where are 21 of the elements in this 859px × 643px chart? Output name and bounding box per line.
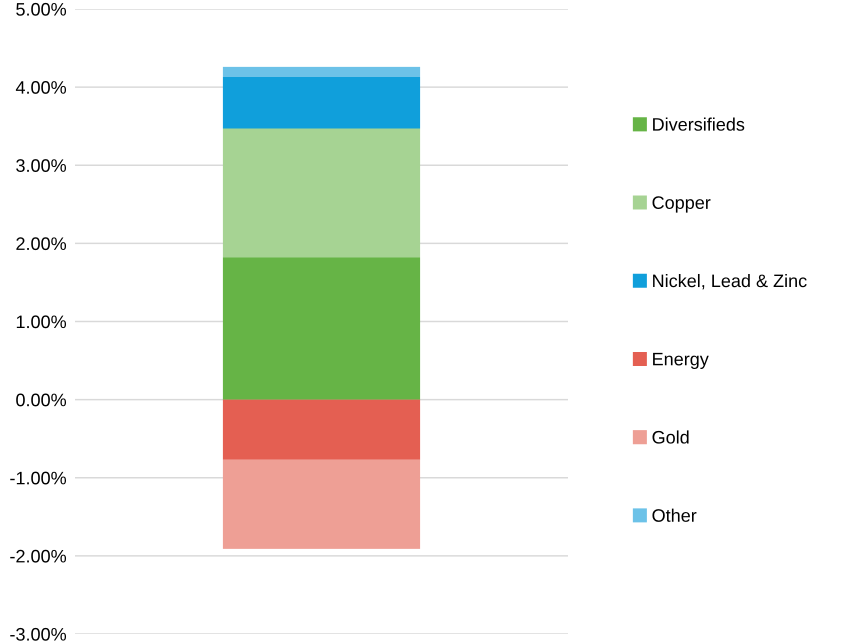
y-tick-label: 4.00%	[16, 81, 66, 94]
legend-label: Diversifieds	[653, 118, 744, 131]
y-tick-label: 1.00%	[16, 315, 66, 328]
y-tick-label: 0.00%	[16, 394, 66, 406]
y-tick-label: 2.00%	[16, 237, 66, 250]
y-tick-label: -3.00%	[10, 628, 66, 641]
y-tick-label: 3.00%	[16, 159, 66, 172]
bar	[222, 66, 420, 77]
legend-label: Copper	[652, 196, 711, 213]
legend-label: Gold	[652, 430, 689, 444]
legend-label: Other	[652, 508, 696, 522]
legend-label: Energy	[653, 352, 709, 370]
bar	[222, 128, 420, 258]
bar	[222, 257, 420, 400]
bar	[222, 400, 420, 460]
y-tick-label: -1.00%	[10, 472, 66, 484]
bar	[222, 76, 420, 129]
bar	[222, 460, 420, 549]
legend-label: Nickel, Lead & Zinc	[653, 274, 807, 290]
y-tick-label: -2.00%	[10, 550, 66, 563]
y-tick-label: 5.00%	[16, 2, 66, 16]
